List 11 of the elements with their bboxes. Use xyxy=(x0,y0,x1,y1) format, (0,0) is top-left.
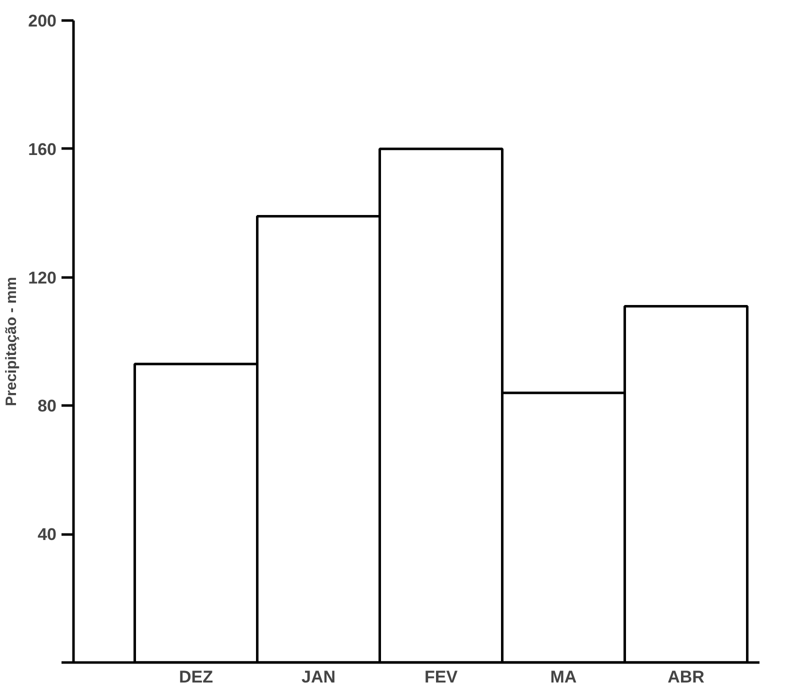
y-tick-label: 40 xyxy=(38,525,57,544)
y-axis-title: Precipitação - mm xyxy=(3,276,20,406)
y-tick-label: 160 xyxy=(28,140,57,159)
y-tick-label: 120 xyxy=(28,268,57,288)
y-tick-label: 200 xyxy=(28,12,57,30)
x-tick-label: ABR xyxy=(668,668,704,686)
y-tick-label: 80 xyxy=(38,396,57,416)
x-tick-label: JAN xyxy=(301,668,336,686)
x-tick-label: FEV xyxy=(424,668,458,686)
x-tick-label: DEZ xyxy=(179,668,213,686)
x-tick-label: MA xyxy=(550,668,577,686)
